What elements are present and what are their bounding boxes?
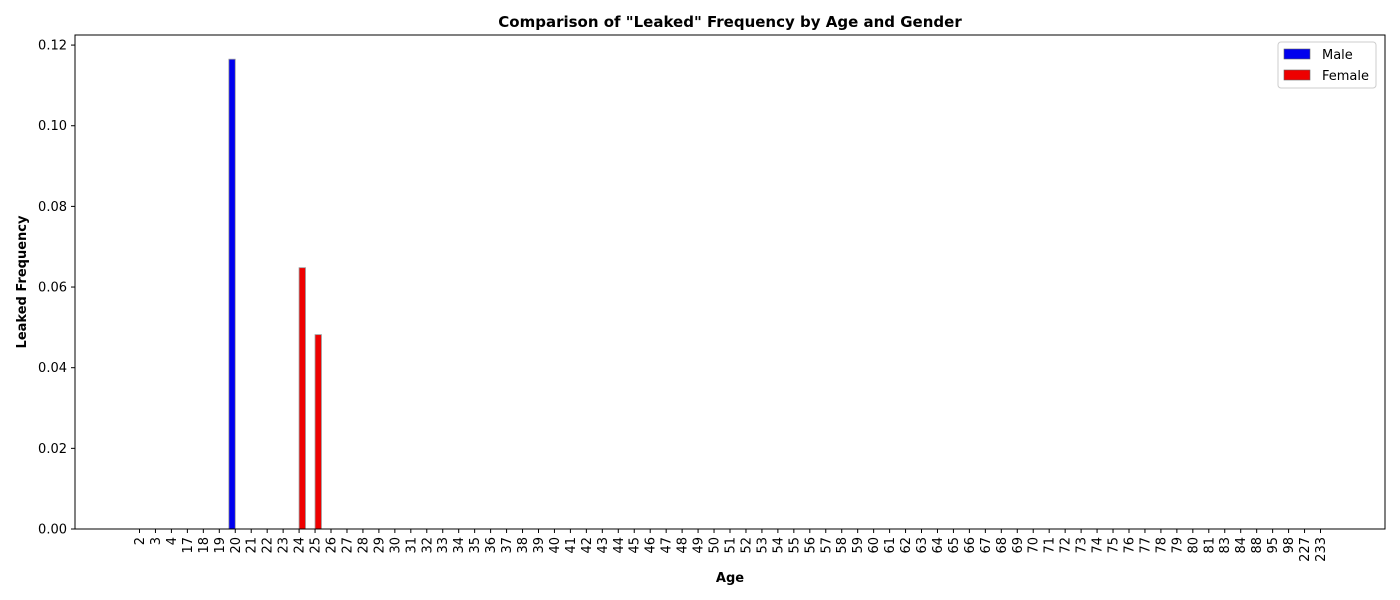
y-tick-label: 0.02	[38, 442, 67, 457]
x-tick-label: 22	[261, 537, 276, 554]
x-tick-label: 17	[181, 537, 196, 554]
x-tick-label: 26	[325, 537, 340, 554]
legend: Male Female	[1277, 41, 1377, 89]
y-tick-label: 0.06	[38, 281, 67, 296]
x-tick-label: 28	[356, 537, 371, 554]
x-tick-label: 54	[771, 537, 786, 554]
x-tick-label: 70	[1027, 537, 1042, 554]
x-tick-label: 48	[676, 537, 691, 554]
x-tick-label: 18	[197, 537, 212, 554]
x-tick-label: 25	[309, 537, 324, 554]
bar-male-20	[228, 58, 236, 530]
x-tick-label: 72	[1059, 537, 1074, 554]
x-tick-label: 55	[787, 537, 802, 554]
x-tick-label: 51	[724, 537, 739, 554]
x-tick-label: 74	[1091, 537, 1106, 554]
x-tick-label: 19	[213, 537, 228, 554]
y-tick-label: 0.08	[38, 200, 67, 215]
legend-swatch-female	[1283, 69, 1311, 81]
x-axis-label: Age	[716, 571, 744, 586]
x-tick-label: 56	[803, 537, 818, 554]
x-tick-label: 27	[340, 537, 355, 554]
x-tick-label: 31	[404, 537, 419, 554]
bars-layer	[228, 58, 322, 530]
x-tick-label: 36	[484, 537, 499, 554]
x-tick-label: 68	[995, 537, 1010, 554]
x-tick-label: 73	[1075, 537, 1090, 554]
x-axis-ticks: 2 3 4 17 18 19 20 21 22 23 24 25 26 27 28 29 30 31 32 33 34 3…	[133, 529, 1329, 562]
x-tick-label: 64	[931, 537, 946, 554]
x-tick-label: 233	[1314, 537, 1329, 562]
y-tick-label: 0.12	[38, 39, 67, 54]
y-tick-label: 0.00	[38, 523, 67, 538]
x-tick-label: 33	[436, 537, 451, 554]
x-tick-label: 80	[1186, 537, 1201, 554]
y-axis-ticks: 0.00 0.02 0.04 0.06 0.08 0.10 0.12	[38, 39, 75, 538]
x-tick-label: 24	[293, 537, 308, 554]
x-tick-label: 37	[500, 537, 515, 554]
y-axis-label: Leaked Frequency	[15, 215, 30, 348]
legend-label-female: Female	[1322, 69, 1369, 84]
x-tick-label: 62	[899, 537, 914, 554]
x-tick-label: 227	[1298, 537, 1313, 562]
legend-label-male: Male	[1322, 48, 1353, 63]
x-tick-label: 61	[883, 537, 898, 554]
x-tick-label: 49	[692, 537, 707, 554]
x-tick-label: 98	[1282, 537, 1297, 554]
legend-swatch-male	[1283, 48, 1311, 60]
x-tick-label: 4	[165, 537, 180, 545]
x-tick-label: 47	[660, 537, 675, 554]
x-tick-label: 20	[229, 537, 244, 554]
x-tick-label: 30	[388, 537, 403, 554]
x-tick-label: 79	[1170, 537, 1185, 554]
x-tick-label: 69	[1011, 537, 1026, 554]
x-tick-label: 21	[245, 537, 260, 554]
x-tick-label: 32	[420, 537, 435, 554]
x-tick-label: 95	[1266, 537, 1281, 554]
x-tick-label: 53	[755, 537, 770, 554]
y-tick-label: 0.10	[38, 119, 67, 134]
x-tick-label: 42	[580, 537, 595, 554]
x-tick-label: 45	[628, 537, 643, 554]
x-tick-label: 63	[915, 537, 930, 554]
x-tick-label: 57	[819, 537, 834, 554]
x-tick-label: 77	[1138, 537, 1153, 554]
x-tick-label: 46	[644, 537, 659, 554]
x-tick-label: 71	[1043, 537, 1058, 554]
x-tick-label: 58	[835, 537, 850, 554]
x-tick-label: 23	[277, 537, 292, 554]
x-tick-label: 3	[149, 537, 164, 545]
x-tick-label: 38	[516, 537, 531, 554]
x-tick-label: 52	[739, 537, 754, 554]
chart-title: Comparison of "Leaked" Frequency by Age …	[498, 13, 962, 31]
x-tick-label: 76	[1122, 537, 1137, 554]
x-tick-label: 39	[532, 537, 547, 554]
bar-female-24	[298, 267, 306, 530]
x-tick-label: 50	[708, 537, 723, 554]
bar-female-25	[314, 334, 322, 530]
plot-frame	[74, 34, 1386, 530]
x-tick-label: 41	[564, 537, 579, 554]
x-tick-label: 35	[468, 537, 483, 554]
y-tick-label: 0.04	[38, 361, 67, 376]
x-tick-label: 60	[867, 537, 882, 554]
x-tick-label: 34	[452, 537, 467, 554]
x-tick-label: 29	[372, 537, 387, 554]
x-tick-label: 59	[851, 537, 866, 554]
x-tick-label: 40	[548, 537, 563, 554]
x-tick-label: 2	[133, 537, 148, 545]
x-tick-label: 83	[1218, 537, 1233, 554]
x-tick-label: 65	[947, 537, 962, 554]
x-tick-label: 88	[1250, 537, 1265, 554]
x-tick-label: 81	[1202, 537, 1217, 554]
x-tick-label: 43	[596, 537, 611, 554]
x-tick-label: 44	[612, 537, 627, 554]
x-tick-label: 75	[1107, 537, 1122, 554]
x-tick-label: 78	[1154, 537, 1169, 554]
x-tick-label: 84	[1234, 537, 1249, 554]
x-tick-label: 67	[979, 537, 994, 554]
x-tick-label: 66	[963, 537, 978, 554]
